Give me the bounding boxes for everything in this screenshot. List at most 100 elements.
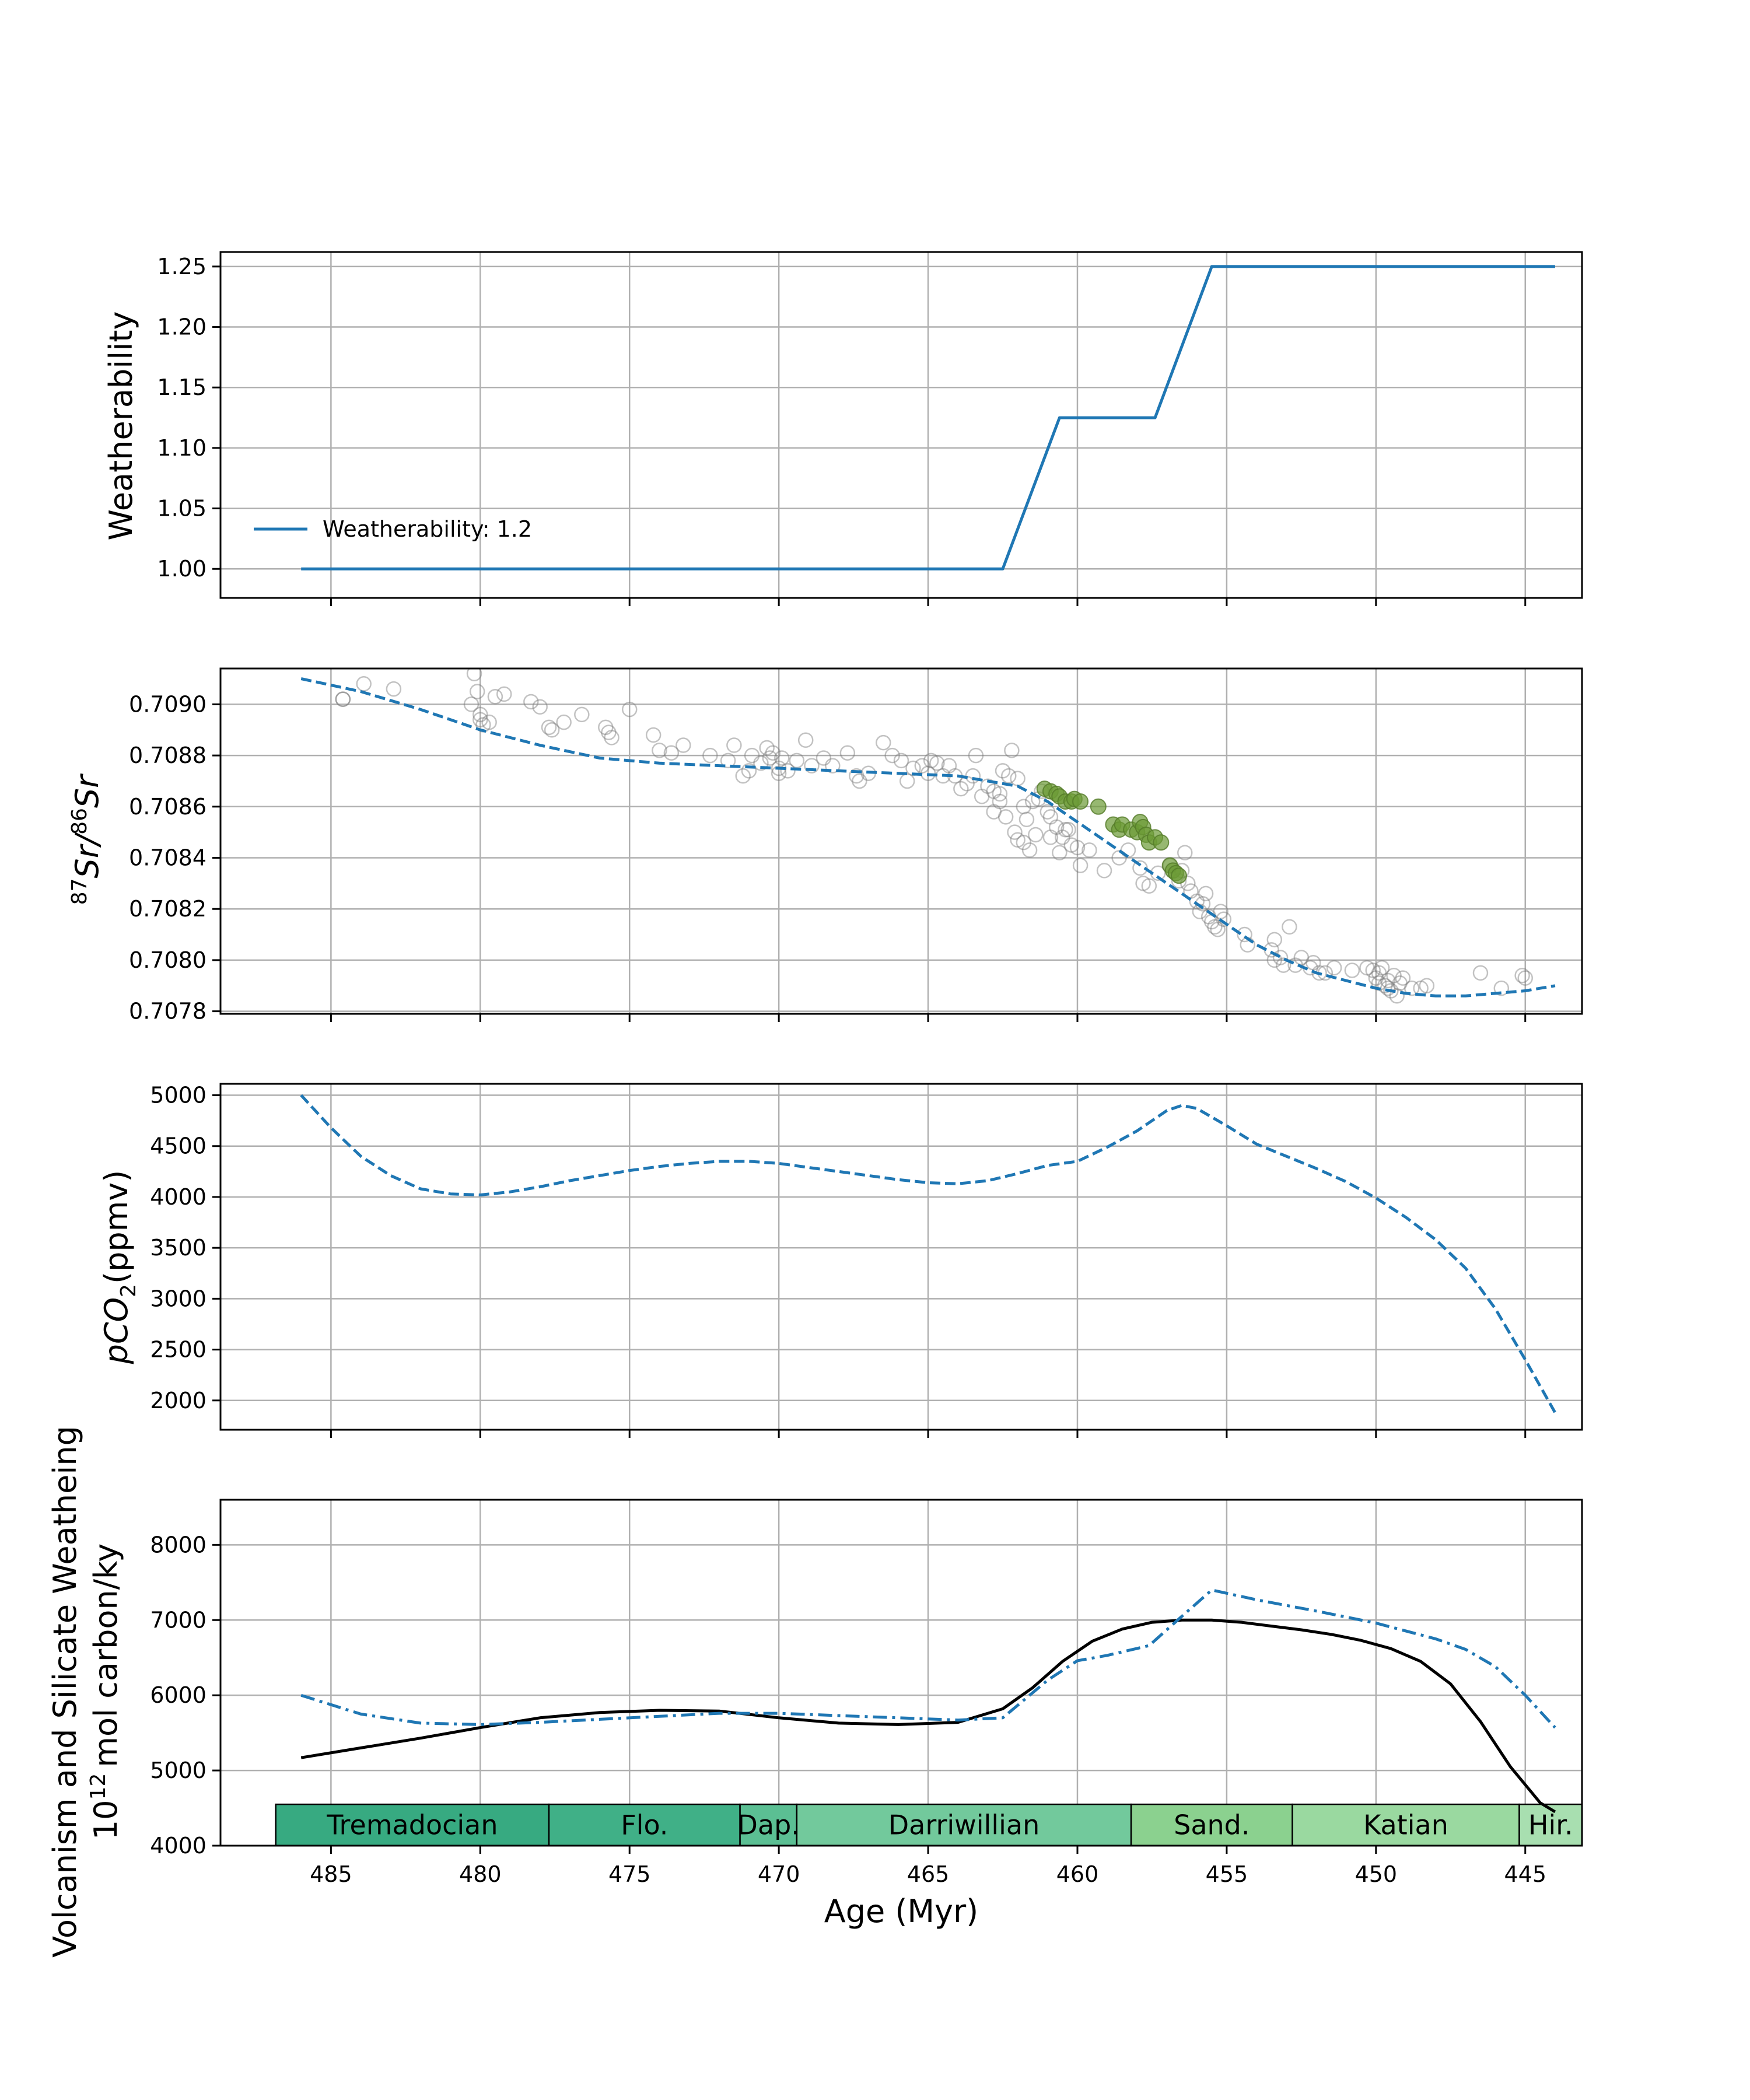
y-tick-label: 1.10	[157, 435, 206, 461]
gray-data-point	[1120, 842, 1136, 858]
gray-data-point	[1365, 963, 1381, 978]
panel-frame	[219, 1083, 1583, 1431]
gray-data-point	[1052, 845, 1068, 860]
green-data-point	[1153, 834, 1170, 851]
gray-data-point	[852, 773, 867, 789]
gray-data-point	[466, 668, 482, 682]
stage-label: Katian	[1363, 1810, 1448, 1841]
volc-pow-sup: 12	[86, 1773, 110, 1800]
gray-data-point	[848, 768, 864, 784]
pco2-sub: 2	[117, 1284, 141, 1297]
gray-data-point	[992, 793, 1008, 810]
gray-data-point	[995, 763, 1011, 779]
gray-data-point	[1042, 830, 1059, 845]
gray-data-point	[1207, 919, 1223, 935]
y-tick-label: 5000	[150, 1083, 206, 1108]
gray-data-point	[1082, 842, 1097, 858]
gray-data-point	[356, 676, 372, 692]
y-tick-label: 8000	[150, 1532, 206, 1558]
y-tick-label: 4000	[150, 1833, 206, 1859]
volc-unit: mol carbon/ky	[88, 1544, 124, 1768]
sr-base-1: Sr/	[69, 831, 106, 878]
x-tick-label: 475	[608, 1861, 651, 1887]
y-tick-label: 6000	[150, 1682, 206, 1708]
gray-data-point	[1377, 978, 1393, 994]
gray-data-point	[1517, 970, 1533, 986]
volcanism-panel: Tremadocian Flo. Dap. Darriwillian Sand. Kati…	[150, 1499, 1583, 1887]
gray-data-point	[1189, 893, 1205, 909]
gray-data-point	[1069, 839, 1086, 856]
gray-data-point	[1096, 863, 1112, 878]
gray-data-point	[771, 765, 787, 782]
gray-data-point	[1383, 983, 1399, 999]
x-tick-label: 460	[1056, 1861, 1099, 1887]
gray-data-point	[1380, 972, 1396, 989]
gray-data-point	[1389, 988, 1405, 1004]
gray-data-point	[720, 752, 736, 769]
gray-data-point	[1359, 960, 1375, 976]
gray-data-point	[735, 768, 751, 784]
gray-data-point	[941, 758, 957, 774]
gray-data-point	[986, 783, 1002, 799]
weatherability-ylabel: Weatherability	[103, 312, 139, 541]
gray-data-point	[1493, 980, 1510, 996]
gray-data-point	[663, 745, 680, 761]
strontium-ylabel: 87Sr/86Sr	[68, 774, 106, 905]
gray-data-point	[1404, 980, 1420, 996]
gray-data-point	[487, 688, 503, 705]
gray-data-point	[1048, 819, 1065, 835]
gray-data-point	[1386, 967, 1402, 984]
gray-data-point	[986, 804, 1002, 820]
stage-tremadocian	[275, 1803, 550, 1846]
gray-data-point	[929, 755, 945, 771]
gray-data-point	[1210, 922, 1226, 937]
gray-data-point	[726, 737, 742, 753]
green-data-point	[1171, 867, 1188, 884]
y-tick-label: 1.25	[157, 254, 206, 279]
gray-data-point	[980, 778, 996, 794]
stage-dap	[739, 1803, 798, 1846]
y-tick-label: 0.7080	[129, 947, 206, 973]
gray-data-point	[825, 758, 841, 774]
gray-data-point	[759, 740, 775, 756]
x-tick-label: 470	[758, 1861, 800, 1887]
gray-data-point	[523, 694, 539, 710]
gray-data-point	[1021, 842, 1038, 858]
gray-data-point	[839, 745, 856, 761]
gray-data-point	[1072, 858, 1088, 873]
stage-label: Hir.	[1528, 1810, 1573, 1841]
gray-data-point	[1275, 957, 1292, 973]
gray-data-point	[1060, 822, 1076, 838]
gray-data-point	[953, 780, 969, 797]
y-tick-label: 2500	[150, 1337, 206, 1363]
gray-data-point	[1004, 743, 1020, 758]
gray-data-point	[797, 732, 814, 748]
y-tick-label: 0.7078	[129, 999, 206, 1024]
y-tick-label: 4000	[150, 1184, 206, 1210]
stage-label: Darriwillian	[888, 1810, 1040, 1841]
x-tick-label: 465	[907, 1861, 950, 1887]
gray-data-point	[765, 745, 781, 761]
gray-data-point	[1306, 955, 1321, 971]
gray-data-point	[645, 727, 662, 743]
gray-data-point	[335, 691, 351, 707]
gray-data-point	[1028, 827, 1044, 843]
gray-data-point	[556, 714, 572, 730]
pco2-italic: pCO	[98, 1297, 135, 1365]
gray-data-point	[1266, 932, 1283, 948]
gray-data-point	[574, 706, 590, 723]
gray-data-point	[1177, 845, 1193, 860]
pco2-rest: (ppmv)	[98, 1170, 135, 1284]
gray-data-point	[1472, 965, 1489, 981]
pco2-ylabel: pCO2(ppmv)	[98, 1170, 141, 1365]
y-tick-label: 3000	[150, 1286, 206, 1311]
strontium-panel: 0.7078 0.7080 0.7082 0.7084 0.7086 0.7088 0.70…	[129, 667, 1583, 1024]
data-layer	[300, 1094, 1557, 1413]
gray-data-point	[753, 755, 769, 771]
panel-frame	[219, 667, 1583, 1015]
volc-pow-base: 10	[88, 1800, 124, 1840]
weatherability-panel: 1.00 1.05 1.10 1.15 1.20 1.25 Weatherability: …	[157, 251, 1583, 606]
gray-data-point	[469, 684, 485, 699]
gray-data-point	[621, 701, 638, 718]
